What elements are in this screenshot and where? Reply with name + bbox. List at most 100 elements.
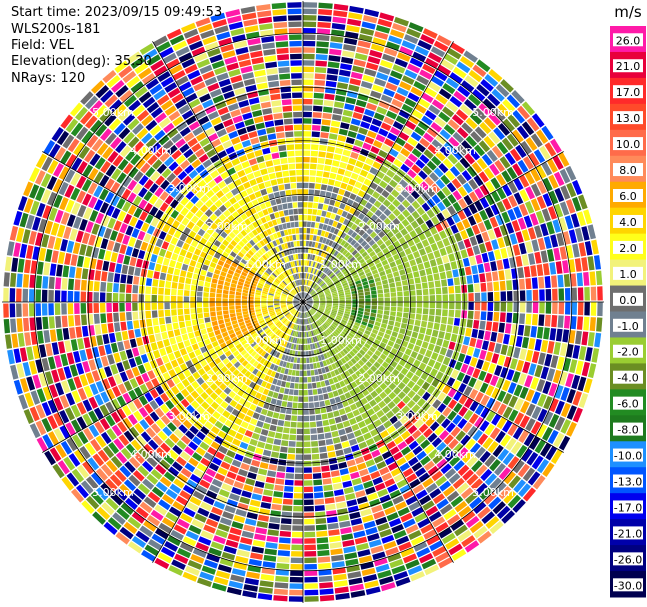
- range-bin: [429, 488, 442, 499]
- range-bin: [350, 444, 360, 452]
- range-bin: [16, 227, 25, 243]
- range-bin: [210, 506, 223, 516]
- range-bin: [115, 451, 128, 464]
- range-bin: [333, 302, 339, 304]
- range-bin: [314, 242, 319, 248]
- range-bin: [384, 252, 392, 259]
- range-bin: [161, 494, 175, 505]
- range-bin: [511, 89, 525, 104]
- range-bin: [217, 338, 225, 345]
- range-bin: [307, 280, 310, 286]
- range-bin: [348, 157, 357, 166]
- range-bin: [327, 412, 334, 419]
- range-bin: [90, 472, 104, 486]
- range-bin: [145, 302, 151, 311]
- range-bin: [356, 316, 363, 321]
- range-bin: [470, 131, 482, 143]
- range-bin: [222, 310, 229, 315]
- range-bin: [551, 315, 558, 328]
- range-bin: [288, 283, 293, 289]
- range-bin: [240, 536, 253, 545]
- range-bin: [217, 430, 227, 439]
- range-bin: [127, 516, 142, 529]
- range-bin: [188, 524, 202, 535]
- range-bin: [358, 307, 364, 312]
- range-bin: [352, 409, 361, 417]
- range-bin: [441, 279, 448, 287]
- range-bin: [345, 97, 357, 105]
- range-bin: [291, 408, 298, 415]
- range-bin: [432, 453, 444, 465]
- range-bin: [82, 164, 94, 178]
- range-bin: [375, 317, 382, 323]
- range-bin: [303, 428, 310, 435]
- range-bin: [231, 262, 238, 268]
- range-bin: [185, 320, 192, 327]
- range-bin: [239, 324, 247, 330]
- range-bin: [351, 231, 358, 239]
- range-bin: [73, 449, 86, 464]
- range-bin: [119, 283, 126, 293]
- range-bin: [419, 327, 426, 334]
- range-bin: [88, 234, 97, 246]
- range-bin: [232, 247, 240, 254]
- range-bin: [504, 152, 516, 166]
- range-bin: [424, 564, 440, 576]
- range-bin: [474, 404, 485, 416]
- range-bin: [311, 254, 316, 261]
- range-bin: [263, 554, 277, 562]
- range-bin: [102, 146, 114, 160]
- range-bin: [510, 441, 523, 455]
- range-bin: [554, 385, 564, 399]
- range-bin: [267, 390, 274, 398]
- range-bin: [527, 471, 541, 486]
- range-bin: [322, 286, 328, 291]
- range-bin: [145, 294, 151, 302]
- range-bin: [318, 440, 326, 447]
- range-bin: [495, 214, 505, 226]
- range-bin: [206, 271, 213, 278]
- range-bin: [410, 86, 423, 97]
- range-bin: [453, 317, 461, 326]
- range-bin: [111, 398, 121, 410]
- range-bin: [251, 459, 261, 468]
- range-bin: [397, 306, 403, 312]
- range-bin: [54, 290, 61, 302]
- range-bin: [227, 428, 237, 437]
- range-bin: [305, 305, 309, 311]
- range-bin: [343, 284, 349, 289]
- range-bin: [123, 521, 138, 535]
- range-bin: [386, 425, 396, 435]
- range-bin: [508, 475, 521, 489]
- range-bin: [287, 314, 292, 319]
- range-bin: [360, 121, 371, 130]
- range-bin: [379, 243, 387, 251]
- range-bin: [227, 329, 235, 335]
- range-bin: [149, 183, 159, 194]
- range-bin: [274, 302, 280, 304]
- range-bin: [310, 157, 318, 163]
- range-bin: [299, 312, 302, 318]
- range-bin: [108, 262, 116, 273]
- range-bin: [339, 63, 353, 71]
- range-bin: [389, 558, 404, 569]
- range-bin: [198, 536, 212, 546]
- range-bin: [303, 15, 317, 21]
- range-bin: [291, 415, 298, 422]
- range-bin: [90, 491, 104, 505]
- range-bin: [476, 59, 491, 73]
- range-bin: [410, 190, 420, 200]
- range-bin: [243, 316, 250, 321]
- range-bin: [427, 52, 442, 63]
- range-bin: [457, 186, 468, 197]
- range-bin: [248, 373, 255, 381]
- range-bin: [159, 151, 170, 163]
- range-bin: [240, 248, 247, 255]
- range-bin: [221, 551, 236, 561]
- range-bin: [280, 367, 286, 374]
- range-bin: [361, 567, 376, 577]
- range-bin: [213, 175, 223, 184]
- range-bin: [326, 185, 334, 192]
- range-bin: [205, 276, 212, 283]
- range-bin: [94, 324, 102, 335]
